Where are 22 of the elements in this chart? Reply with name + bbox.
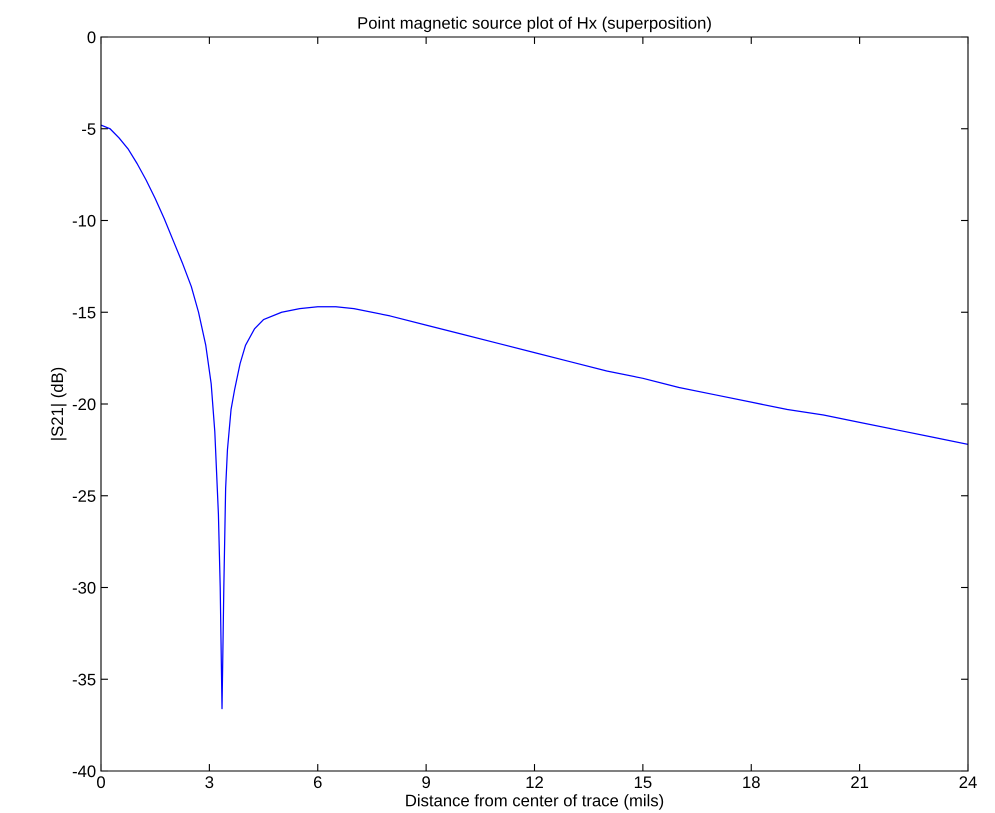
x-axis-title: Distance from center of trace (mils) — [406, 794, 664, 810]
chart-title: Point magnetic source plot of Hx (superposition) — [358, 16, 711, 32]
line-series — [101, 124, 968, 710]
x-tick-label: 21 — [851, 776, 868, 788]
x-tick-label: 6 — [314, 776, 322, 788]
y-tick-label: -10 — [72, 214, 96, 227]
x-tick-label: 15 — [634, 776, 652, 788]
y-tick-label: -40 — [72, 765, 96, 778]
x-tick-label: 24 — [960, 776, 977, 788]
y-tick-label: -30 — [72, 582, 96, 594]
y-tick-label: -20 — [72, 398, 96, 410]
x-tick-label: 3 — [205, 776, 214, 788]
y-tick-label: -25 — [72, 490, 96, 502]
y-tick-label: 0 — [88, 31, 96, 44]
y-tick-label: -35 — [72, 674, 96, 686]
y-tick-label: -15 — [72, 306, 96, 318]
x-tick-label: 12 — [526, 776, 543, 788]
y-tick-label: -5 — [82, 123, 96, 135]
y-axis-title: |S21| (dB) — [50, 368, 66, 440]
x-tick-label: 18 — [743, 776, 760, 788]
x-tick-label: 9 — [422, 776, 430, 788]
x-tick-label: 0 — [97, 776, 105, 788]
